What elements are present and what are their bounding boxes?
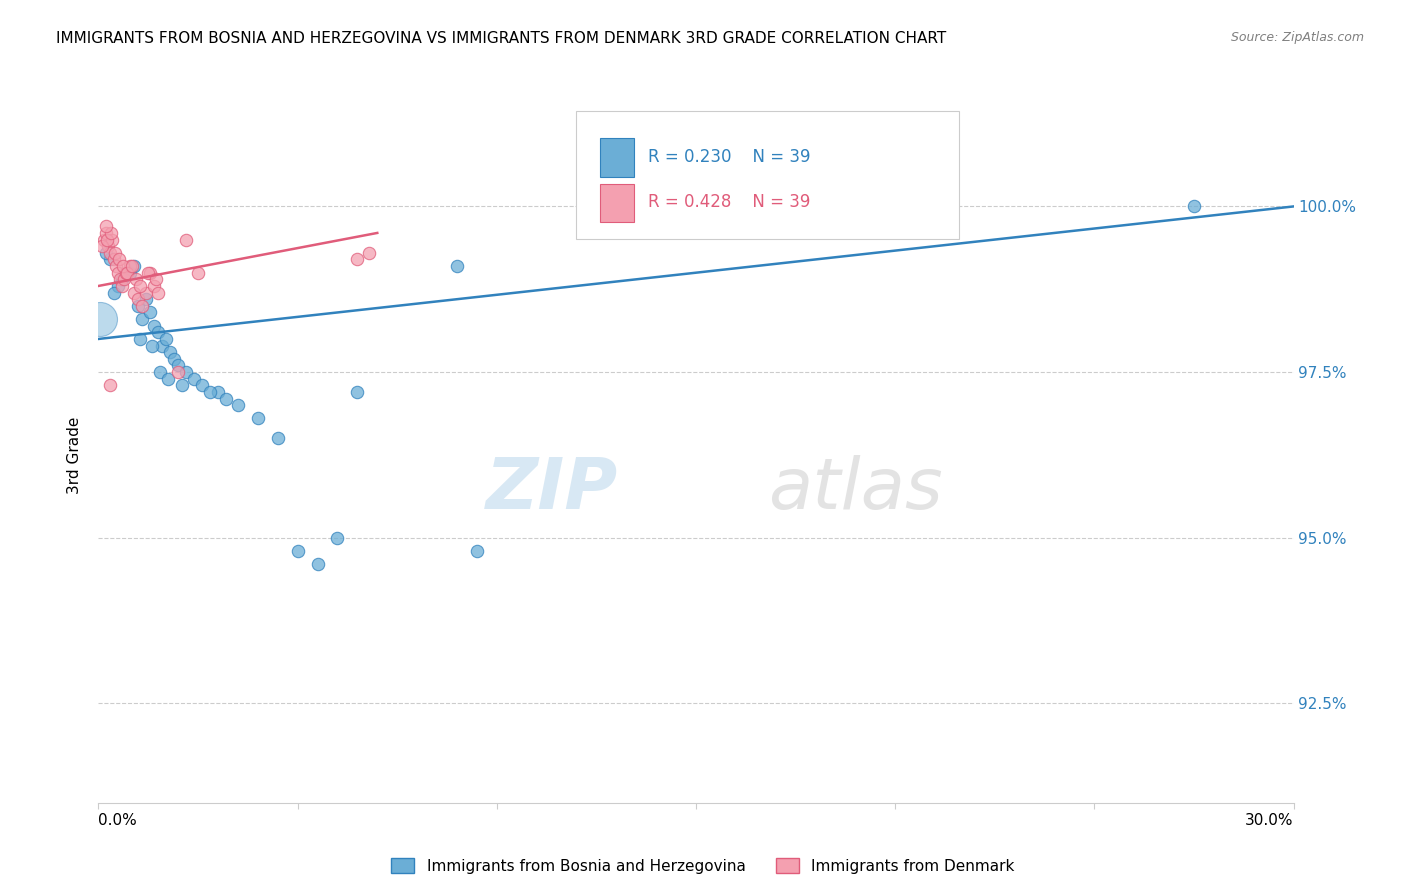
Point [174, 233, 197, 247]
Point [148, 285, 170, 300]
Point [105, 259, 128, 273]
Point [124, 259, 146, 273]
Point [120, 266, 142, 280]
Point [346, 252, 368, 267]
Text: atlas: atlas [768, 455, 942, 524]
Point [127, 299, 149, 313]
Y-axis label: 3rd Grade: 3rd Grade [67, 417, 83, 493]
Text: IMMIGRANTS FROM BOSNIA AND HERZEGOVINA VS IMMIGRANTS FROM DENMARK 3RD GRADE CORR: IMMIGRANTS FROM BOSNIA AND HERZEGOVINA V… [56, 31, 946, 46]
Point [112, 272, 135, 286]
Point [112, 259, 135, 273]
Point [97, 239, 120, 253]
Point [174, 365, 197, 379]
Point [167, 365, 190, 379]
Point [287, 544, 309, 558]
Point [155, 332, 177, 346]
Point [101, 233, 124, 247]
Point [135, 292, 157, 306]
Point [149, 365, 172, 379]
Point [96, 245, 118, 260]
Point [215, 392, 238, 406]
Point [139, 266, 162, 280]
Point [172, 378, 194, 392]
Point [89, 312, 111, 326]
Point [129, 332, 152, 346]
Point [121, 259, 143, 273]
Point [346, 384, 368, 399]
Point [159, 345, 181, 359]
Text: R = 0.428    N = 39: R = 0.428 N = 39 [648, 194, 810, 211]
Point [98, 245, 122, 260]
Bar [600, 184, 634, 222]
Point [267, 431, 290, 445]
Point [446, 259, 468, 273]
Point [115, 266, 138, 280]
Point [139, 305, 162, 319]
Point [98, 378, 122, 392]
Point [108, 252, 131, 267]
Point [93, 233, 115, 247]
Point [163, 351, 186, 366]
Point [183, 372, 205, 386]
Point [125, 272, 148, 286]
Point [115, 266, 138, 280]
Point [145, 272, 167, 286]
Point [246, 411, 269, 425]
Text: Source: ZipAtlas.com: Source: ZipAtlas.com [1230, 31, 1364, 45]
Bar [600, 138, 634, 177]
Point [96, 233, 118, 247]
Point [187, 266, 209, 280]
Point [111, 279, 134, 293]
Point [91, 239, 114, 253]
Point [111, 272, 134, 286]
Point [143, 279, 166, 293]
Point [326, 531, 349, 545]
Text: 0.0%: 0.0% [98, 813, 138, 828]
Point [167, 359, 190, 373]
Point [110, 272, 132, 286]
Point [198, 384, 221, 399]
Legend: Immigrants from Bosnia and Herzegovina, Immigrants from Denmark: Immigrants from Bosnia and Herzegovina, … [385, 852, 1021, 880]
Point [135, 285, 157, 300]
Point [94, 219, 117, 234]
FancyBboxPatch shape [576, 111, 959, 239]
Point [191, 378, 214, 392]
Point [1182, 199, 1205, 213]
Point [141, 338, 163, 352]
Point [131, 299, 153, 313]
Point [107, 279, 129, 293]
Point [98, 252, 122, 267]
Point [100, 226, 122, 240]
Point [136, 266, 159, 280]
Point [127, 292, 149, 306]
Point [107, 266, 129, 280]
Point [207, 384, 229, 399]
Point [157, 372, 180, 386]
Text: ZIP: ZIP [486, 455, 619, 524]
Point [143, 318, 166, 333]
Point [120, 259, 142, 273]
Point [150, 338, 173, 352]
Text: R = 0.230    N = 39: R = 0.230 N = 39 [648, 148, 811, 166]
Point [226, 398, 249, 412]
Point [307, 558, 329, 572]
Point [104, 245, 127, 260]
Point [465, 544, 488, 558]
Point [359, 245, 381, 260]
Point [131, 312, 153, 326]
Point [96, 226, 118, 240]
Point [148, 326, 170, 340]
Point [103, 252, 125, 267]
Point [124, 285, 146, 300]
Point [103, 285, 125, 300]
Text: 30.0%: 30.0% [1246, 813, 1294, 828]
Point [129, 279, 152, 293]
